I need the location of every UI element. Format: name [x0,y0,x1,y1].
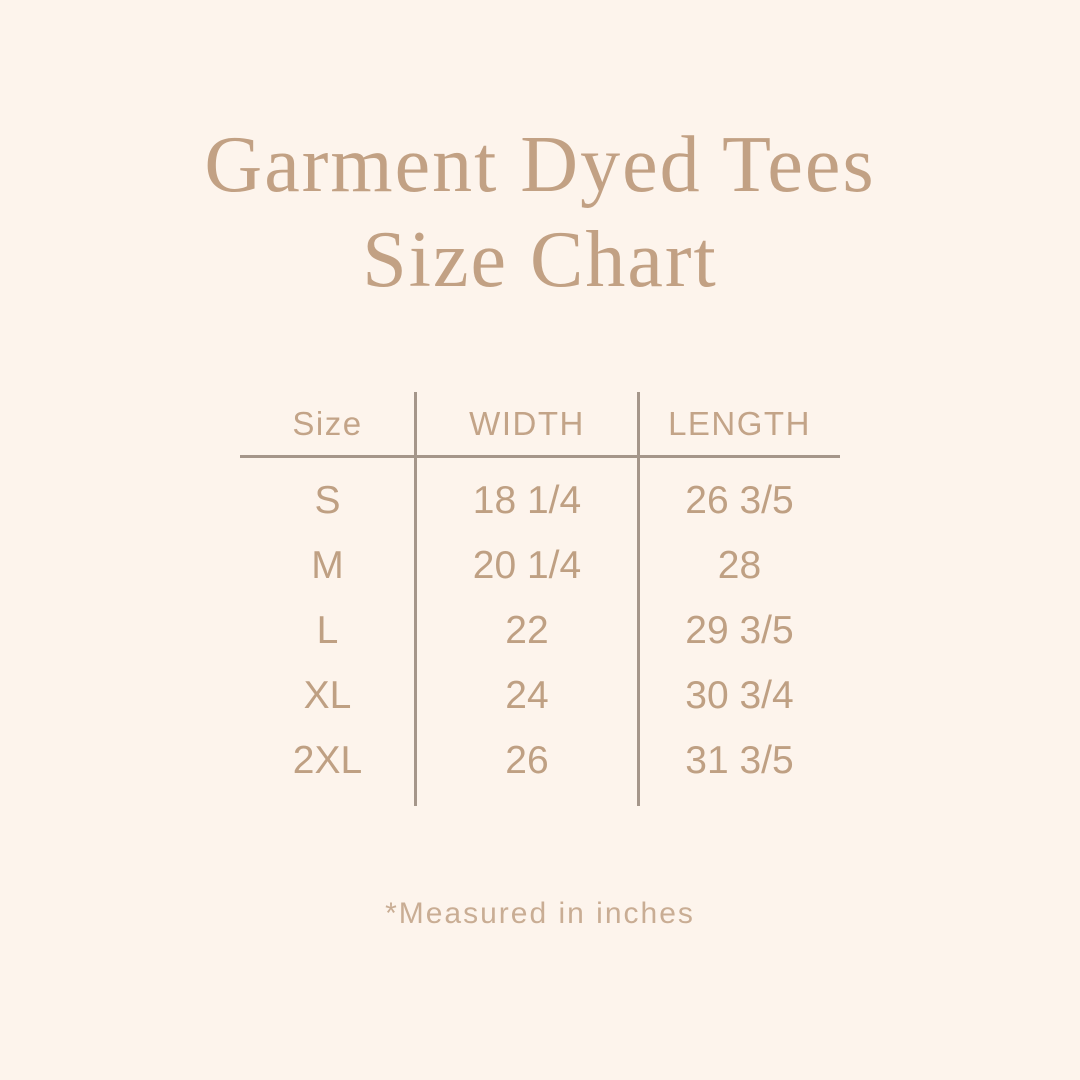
size-cell: XL [303,673,352,717]
size-cell: S [314,478,341,522]
page-title: Garment Dyed Tees Size Chart [0,118,1080,308]
header-width: WIDTH [469,404,585,442]
table-row: 2XL 26 31 3/5 [240,728,840,793]
column-divider-1 [414,392,417,806]
width-cell: 22 [505,608,549,652]
size-table-header: Size WIDTH LENGTH [240,392,840,455]
size-cell: L [316,608,339,652]
table-row: S 18 1/4 26 3/5 [240,468,840,533]
size-cell: 2XL [292,738,363,782]
length-cell: 28 [717,543,762,587]
column-divider-2 [637,392,640,806]
length-cell: 26 3/5 [685,478,794,522]
length-cell: 31 3/5 [685,738,794,782]
size-cell: M [311,543,344,587]
width-cell: 20 1/4 [472,543,582,587]
table-row: M 20 1/4 28 [240,533,840,598]
table-row: L 22 29 3/5 [240,598,840,663]
length-cell: 30 3/4 [685,673,794,717]
width-cell: 24 [505,673,549,717]
footnote: *Measured in inches [385,897,695,930]
width-cell: 26 [505,738,549,782]
size-table: Size WIDTH LENGTH S 18 1/4 26 3/5 M 20 1/4 28… [240,392,840,806]
header-length: LENGTH [668,404,811,442]
table-row: XL 24 30 3/4 [240,663,840,728]
page-title-line1: Garment Dyed Tees [204,121,876,209]
length-cell: 29 3/5 [685,608,794,652]
size-table-body: S 18 1/4 26 3/5 M 20 1/4 28 L 22 29 3/5 XL 24 30 3/… [240,458,840,793]
header-size: Size [292,404,363,442]
page-title-line2: Size Chart [362,216,718,304]
header-rule [240,455,840,458]
width-cell: 18 1/4 [472,478,582,522]
